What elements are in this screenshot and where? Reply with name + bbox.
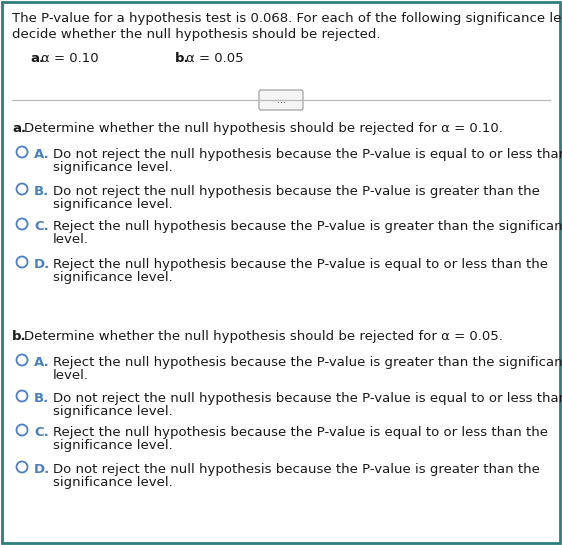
Circle shape <box>16 219 28 229</box>
Text: significance level.: significance level. <box>53 405 173 418</box>
Text: significance level.: significance level. <box>53 161 173 174</box>
Text: B.: B. <box>34 392 49 405</box>
FancyBboxPatch shape <box>259 90 303 110</box>
Text: Do not reject the null hypothesis because the P-value is equal to or less than t: Do not reject the null hypothesis becaus… <box>53 148 562 161</box>
Text: A.: A. <box>34 356 49 369</box>
Text: significance level.: significance level. <box>53 271 173 284</box>
Text: decide whether the null hypothesis should be rejected.: decide whether the null hypothesis shoul… <box>12 28 380 41</box>
Circle shape <box>16 184 28 195</box>
Text: C.: C. <box>34 426 49 439</box>
Text: A.: A. <box>34 148 49 161</box>
Text: Reject the null hypothesis because the P-value is equal to or less than the: Reject the null hypothesis because the P… <box>53 258 548 271</box>
Text: B.: B. <box>34 185 49 198</box>
Circle shape <box>16 257 28 268</box>
Text: Reject the null hypothesis because the P-value is greater than the significance: Reject the null hypothesis because the P… <box>53 220 562 233</box>
Text: b.: b. <box>175 52 189 65</box>
Text: D.: D. <box>34 258 50 271</box>
Text: Determine whether the null hypothesis should be rejected for α = 0.10.: Determine whether the null hypothesis sh… <box>24 122 503 135</box>
Circle shape <box>16 425 28 435</box>
Text: α = 0.05: α = 0.05 <box>186 52 243 65</box>
Text: ...: ... <box>277 95 285 105</box>
Circle shape <box>16 391 28 402</box>
Text: The P-value for a hypothesis test is 0.068. For each of the following significan: The P-value for a hypothesis test is 0.0… <box>12 12 562 25</box>
Text: C.: C. <box>34 220 49 233</box>
Text: Do not reject the null hypothesis because the P-value is equal to or less than t: Do not reject the null hypothesis becaus… <box>53 392 562 405</box>
Text: level.: level. <box>53 369 89 382</box>
Text: Do not reject the null hypothesis because the P-value is greater than the: Do not reject the null hypothesis becaus… <box>53 463 540 476</box>
Text: Do not reject the null hypothesis because the P-value is greater than the: Do not reject the null hypothesis becaus… <box>53 185 540 198</box>
Text: Reject the null hypothesis because the P-value is equal to or less than the: Reject the null hypothesis because the P… <box>53 426 548 439</box>
Text: a.: a. <box>30 52 44 65</box>
Text: significance level.: significance level. <box>53 198 173 211</box>
Text: α = 0.10: α = 0.10 <box>41 52 98 65</box>
Text: level.: level. <box>53 233 89 246</box>
Text: b.: b. <box>12 330 26 343</box>
Text: a.: a. <box>12 122 26 135</box>
Text: significance level.: significance level. <box>53 476 173 489</box>
Text: Determine whether the null hypothesis should be rejected for α = 0.05.: Determine whether the null hypothesis sh… <box>24 330 503 343</box>
Text: Reject the null hypothesis because the P-value is greater than the significance: Reject the null hypothesis because the P… <box>53 356 562 369</box>
Circle shape <box>16 462 28 473</box>
Circle shape <box>16 147 28 158</box>
Text: D.: D. <box>34 463 50 476</box>
Circle shape <box>16 354 28 366</box>
Text: significance level.: significance level. <box>53 439 173 452</box>
